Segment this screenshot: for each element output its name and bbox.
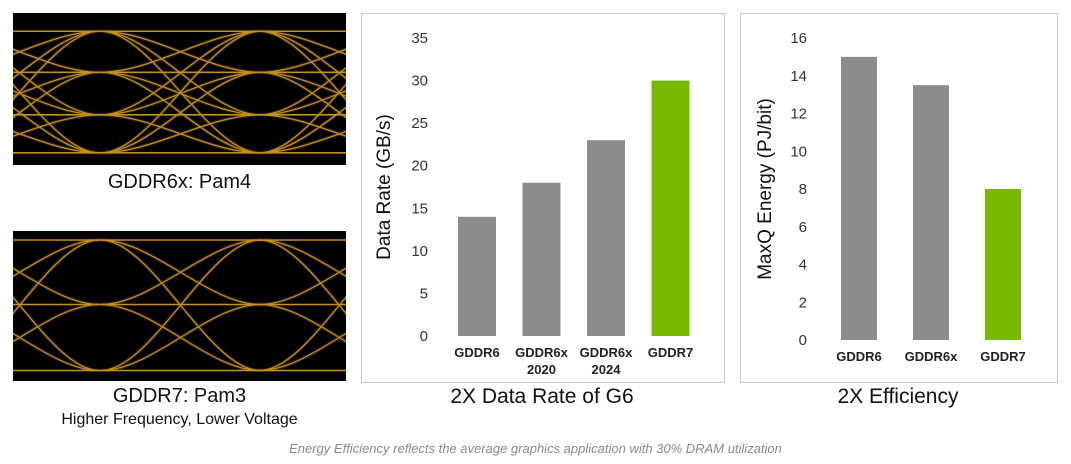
pam3-eye-diagram-graphic [13,238,346,373]
efficiency-ytick-label: 10 [790,143,807,160]
data-rate-bar [587,140,625,336]
data-rate-bar [651,80,690,336]
efficiency-ylabel: MaxQ Energy (PJ/bit) [755,98,776,280]
data-rate-ytick-label: 10 [411,243,428,260]
data-rate-bar [458,216,496,336]
efficiency-bar [913,85,949,340]
efficiency-ytick-label: 4 [799,257,807,274]
pam4-eye-diagram [13,13,346,165]
data-rate-ytick-label: 5 [420,285,428,302]
data-rate-category-label: GDDR6x [580,345,634,360]
pam4-eye-diagram-graphic [13,29,346,155]
efficiency-chart-title: 2X Efficiency [837,385,959,408]
data-rate-ytick-label: 15 [411,200,428,217]
efficiency-category-label: GDDR6x [905,349,959,364]
data-rate-bar [522,182,561,336]
efficiency-ytick-label: 8 [799,181,807,198]
efficiency-ytick-label: 6 [799,219,807,236]
pam3-eye-diagram [13,231,346,381]
data-rate-bar-chart: 0 5 10 15 20 25 30 35 Data Rate (GB/s) GDDR6 GDDR6… [374,30,694,377]
data-rate-chart-panel: 0 5 10 15 20 25 30 35 Data Rate (GB/s) GDDR6 GDDR6… [361,13,725,383]
pam4-eye-caption: GDDR6x: Pam4 [107,171,252,193]
efficiency-bar [841,56,877,340]
data-rate-ytick-label: 35 [411,30,428,47]
efficiency-bar [985,189,1021,340]
efficiency-ytick-label: 16 [790,30,807,47]
data-rate-ytick-label: 20 [411,158,428,175]
data-rate-category-label: 2024 [592,362,622,377]
efficiency-category-label: GDDR6 [836,349,882,364]
efficiency-category-label: GDDR7 [980,349,1026,364]
data-rate-chart-title: 2X Data Rate of G6 [450,385,634,408]
data-rate-category-label: GDDR6x [515,345,569,360]
pam3-eye-caption: GDDR7: Pam3 [112,385,247,407]
data-rate-category-label: GDDR7 [648,345,694,360]
eye-traces [13,30,346,154]
data-rate-category-label: GDDR6 [454,345,500,360]
data-rate-ylabel: Data Rate (GB/s) [374,114,395,260]
efficiency-ytick-label: 0 [799,332,807,349]
efficiency-bar-chart: 0 2 4 6 8 10 12 14 16 MaxQ Energy (PJ/bit) GDDR6 GD… [755,30,1026,364]
data-rate-category-label: 2020 [527,362,556,377]
data-rate-ytick-label: 25 [411,115,428,132]
eye-traces [13,239,346,372]
footnote: Energy Efficiency reflects the average g… [289,441,782,456]
efficiency-chart-panel: 0 2 4 6 8 10 12 14 16 MaxQ Energy (PJ/bit) GDDR6 GD… [740,13,1058,383]
pam3-eye-subcaption: Higher Frequency, Lower Voltage [61,411,298,428]
efficiency-ytick-label: 14 [790,68,807,85]
data-rate-ytick-label: 0 [420,328,428,345]
efficiency-ytick-label: 12 [790,106,807,123]
efficiency-ytick-label: 2 [799,294,807,311]
data-rate-ytick-label: 30 [411,73,428,90]
